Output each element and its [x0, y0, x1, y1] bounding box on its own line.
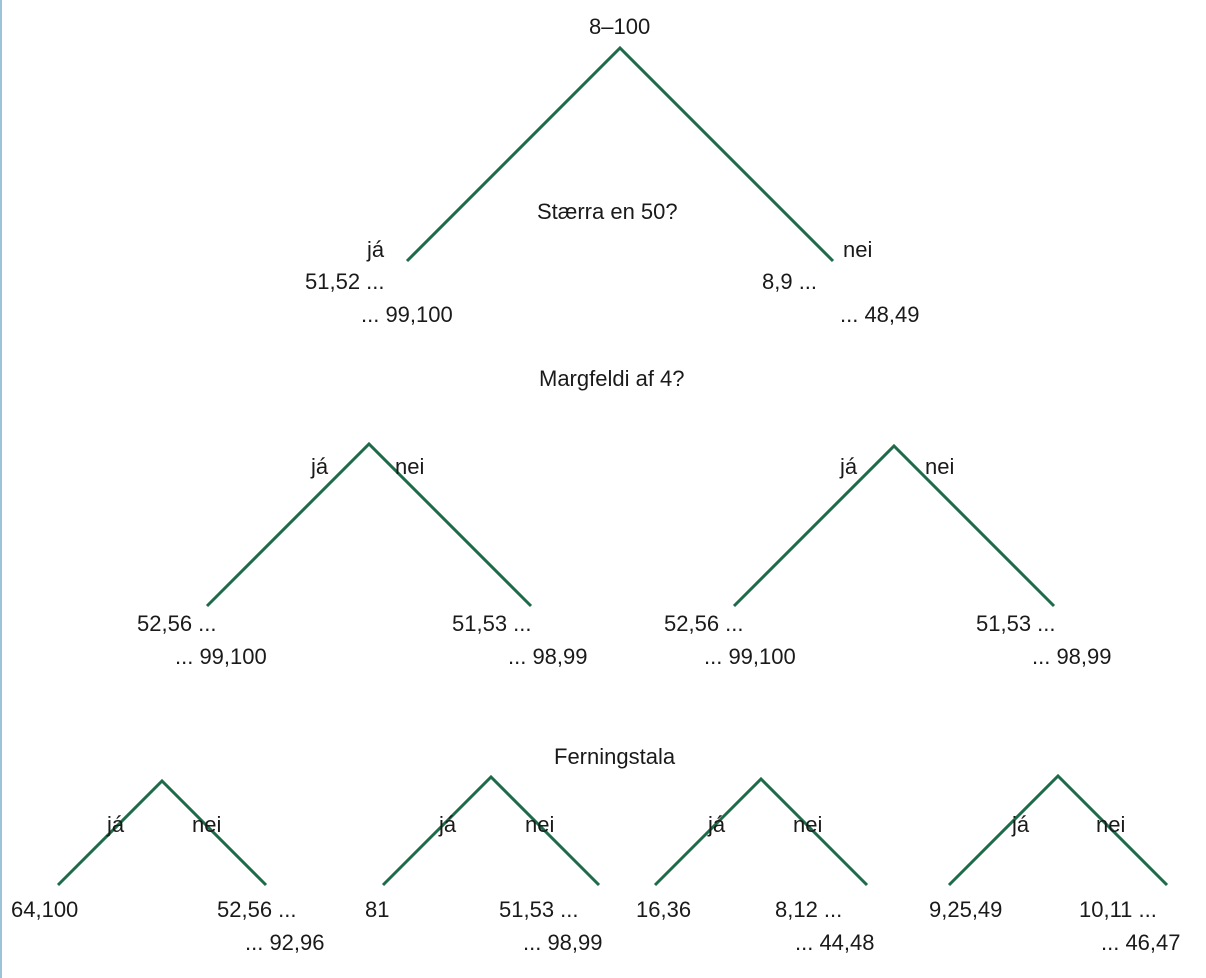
l3d-no-label: nei	[1096, 812, 1126, 837]
l3c-yes-values: 16,36	[636, 897, 692, 922]
l2b-yes-label: já	[840, 454, 858, 479]
l3b-yes-label: já	[439, 812, 457, 837]
l3a-yes-values: 64,100	[11, 897, 79, 922]
l2a-yes-label: já	[311, 454, 329, 479]
question-square-number: Ferningstala	[554, 744, 676, 769]
root-label: 8–100	[589, 14, 651, 39]
branch-root	[405, 45, 835, 263]
l1-yes-label: já	[367, 237, 385, 262]
l2a-no-range-end: ... 98,99	[508, 644, 588, 669]
l3a-no-range-start: 52,56 ...	[217, 897, 297, 922]
l3b-no-label: nei	[525, 812, 555, 837]
branch-l3-1	[56, 778, 268, 887]
l1-no-range-start: 8,9 ...	[762, 269, 818, 294]
l3b-no-range-start: 51,53 ...	[499, 897, 579, 922]
question-greater-than-50: Stærra en 50?	[537, 199, 678, 224]
branch-l3-4	[947, 773, 1169, 887]
l3c-yes-label: já	[708, 812, 726, 837]
l2b-yes-range-start: 52,56 ...	[664, 611, 744, 636]
l3a-no-range-end: ... 92,96	[245, 930, 325, 955]
l3c-no-range-start: 8,12 ...	[775, 897, 843, 922]
l3d-yes-values: 9,25,49	[929, 897, 1003, 922]
branch-l3-3	[653, 776, 869, 887]
l2a-yes-range-start: 52,56 ...	[137, 611, 217, 636]
l2b-no-range-start: 51,53 ...	[976, 611, 1056, 636]
l3d-no-range-end: ... 46,47	[1101, 930, 1181, 955]
question-multiple-of-4: Margfeldi af 4?	[539, 366, 685, 391]
l1-no-label: nei	[843, 237, 873, 262]
l2b-yes-range-end: ... 99,100	[704, 644, 796, 669]
l3b-no-range-end: ... 98,99	[523, 930, 603, 955]
l3c-no-range-end: ... 44,48	[795, 930, 875, 955]
l2a-yes-range-end: ... 99,100	[175, 644, 267, 669]
l3a-no-label: nei	[192, 812, 222, 837]
l2b-no-label: nei	[925, 454, 955, 479]
l3d-yes-label: já	[1012, 812, 1030, 837]
branch-l3-2	[381, 774, 601, 887]
l2a-no-range-start: 51,53 ...	[452, 611, 532, 636]
l2a-no-label: nei	[395, 454, 425, 479]
l3d-no-range-start: 10,11 ...	[1079, 897, 1157, 922]
branch-l2-1	[205, 441, 533, 608]
branch-l2-2	[732, 443, 1056, 608]
l2b-no-range-end: ... 98,99	[1032, 644, 1112, 669]
l1-yes-range-end: ... 99,100	[361, 302, 453, 327]
l3c-no-label: nei	[793, 812, 823, 837]
l3b-yes-values: 81	[365, 897, 390, 922]
l1-no-range-end: ... 48,49	[840, 302, 920, 327]
l3a-yes-label: já	[107, 812, 125, 837]
left-border	[0, 0, 2, 978]
l1-yes-range-start: 51,52 ...	[305, 269, 385, 294]
